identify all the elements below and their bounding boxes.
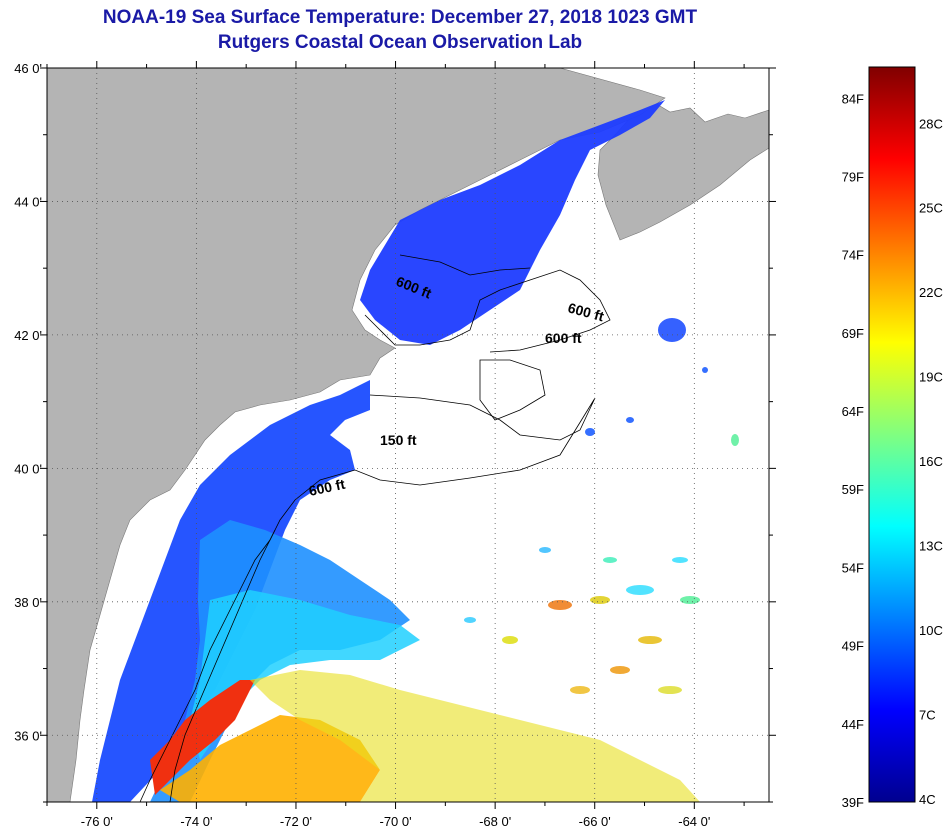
lat-tick-label: 40 0' — [14, 461, 42, 476]
lat-tick-label: 36 0' — [14, 728, 42, 743]
map-title: NOAA-19 Sea Surface Temperature: Decembe… — [102, 7, 698, 28]
colorbar-f-label: 54F — [842, 560, 864, 575]
land-mass — [47, 68, 769, 241]
sst-scattered-patches — [464, 318, 739, 694]
colorbar-f-label: 84F — [842, 91, 864, 106]
sst-warm-offshore — [160, 715, 380, 802]
map-subtitle: Rutgers Coastal Ocean Observation Lab — [217, 32, 583, 53]
lat-tick-label: 38 0' — [14, 595, 42, 610]
contour-label-150ft: 150 ft — [380, 432, 417, 448]
map-frame — [46, 67, 770, 803]
colorbar-f-label: 79F — [842, 169, 864, 184]
colorbar-f-label: 64F — [842, 404, 864, 419]
land-mainland — [47, 68, 666, 802]
sst-yellow-offshore — [250, 670, 700, 802]
colorbar-c-label: 28C — [919, 116, 943, 131]
lat-tick-label: 42 0' — [14, 328, 42, 343]
colorbar — [868, 66, 916, 803]
lon-tick-label: -72 0' — [280, 814, 312, 829]
lon-tick-label: -64 0' — [678, 814, 710, 829]
lon-tick-label: -66 0' — [579, 814, 611, 829]
lon-tick-label: -70 0' — [379, 814, 411, 829]
colorbar-f-label: 44F — [842, 717, 864, 732]
colorbar-f-label: 69F — [842, 326, 864, 341]
lon-tick-label: -76 0' — [81, 814, 113, 829]
colorbar-c-label: 10C — [919, 623, 943, 638]
colorbar-c-label: 4C — [919, 792, 936, 807]
graticule — [47, 68, 769, 802]
bathymetry-contours — [139, 254, 611, 802]
colorbar-c-label: 22C — [919, 285, 943, 300]
colorbar-f-label: 39F — [842, 795, 864, 810]
colorbar-c-label: 25C — [919, 201, 943, 216]
sst-cold-gulf-of-maine — [360, 100, 665, 345]
colorbar-c-label: 7C — [919, 707, 936, 722]
colorbar-c-label: 16C — [919, 454, 943, 469]
colorbar-labels: 84F 79F 74F 69F 64F 59F 54F 49F 44F 39F 28C 25C 22C 1… — [842, 91, 943, 810]
colorbar-c-label: 13C — [919, 539, 943, 554]
lon-tick-label: -68 0' — [479, 814, 511, 829]
lat-tick-label: 44 0' — [14, 194, 42, 209]
axis-tick-labels: -76 0' -74 0' -72 0' -70 0' -68 0' -66 0' -64 … — [14, 61, 710, 829]
colorbar-f-label: 74F — [842, 248, 864, 263]
contour-label-600ft-c: 600 ft — [545, 330, 582, 346]
lon-tick-label: -74 0' — [180, 814, 212, 829]
colorbar-f-label: 49F — [842, 639, 864, 654]
axis-ticks — [40, 61, 776, 809]
contour-label-600ft-d: 600 ft — [307, 476, 346, 499]
colorbar-f-label: 59F — [842, 482, 864, 497]
sst-slope-water — [190, 590, 420, 760]
lat-tick-label: 46 0' — [14, 61, 42, 76]
colorbar-c-label: 19C — [919, 370, 943, 385]
